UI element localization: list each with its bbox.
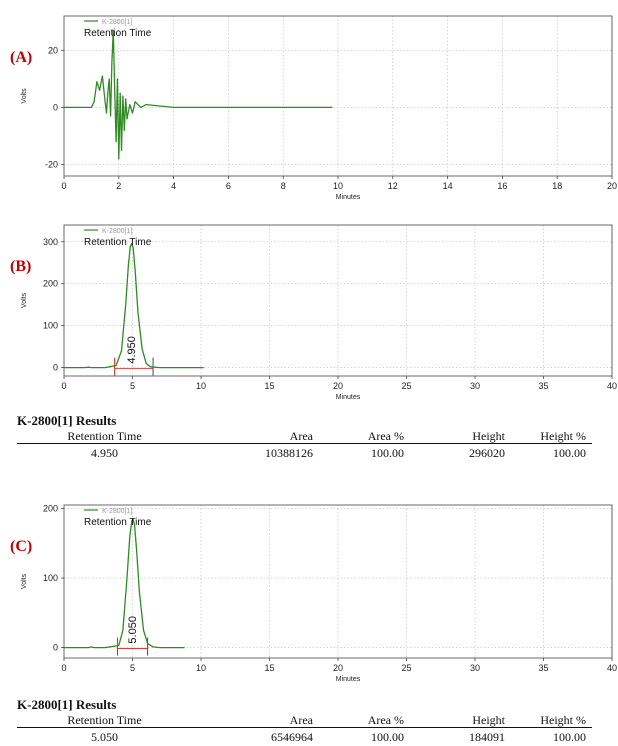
chromatogram-c: 0 5 10 15 20 25 30 35 40 0 100 200 Minutes Volts 5.050…: [10, 503, 617, 683]
x-tick-label: 16: [497, 181, 507, 191]
x-tick-label: 30: [470, 381, 480, 391]
header-area: Area: [198, 429, 319, 444]
cell-area-percent: 100.00: [371, 446, 404, 460]
header-height-percent: Height %: [511, 429, 592, 444]
chromatogram-b: 0 5 10 15 20 25 30 35 40 0 100 200 300 Minutes Volts 4.…: [10, 224, 617, 401]
x-tick-label: 25: [401, 381, 411, 391]
x-axis-label: Minutes: [336, 676, 361, 683]
legend-series-name: K-2800[1]: [102, 508, 132, 515]
x-tick-label: 25: [401, 663, 411, 673]
results-table-b: K-2800[1] Results Retention Time Area Ar…: [17, 413, 597, 460]
x-tick-label: 20: [333, 381, 343, 391]
y-tick-label: 0: [53, 363, 58, 373]
legend-title: Retention Time: [84, 517, 152, 528]
x-tick-label: 15: [264, 663, 274, 673]
cell-area-percent: 100.00: [371, 730, 404, 744]
legend-title: Retention Time: [84, 237, 152, 248]
y-tick-label: 200: [43, 503, 58, 513]
results-title-c: K-2800[1] Results: [17, 697, 117, 712]
y-tick-label: 200: [43, 279, 58, 289]
peak-label: 5.050: [127, 616, 139, 644]
x-tick-label: 35: [538, 381, 548, 391]
table-row: 4.950 10388126 100.00 296020 100.00: [17, 444, 592, 461]
y-tick-label: 100: [43, 573, 58, 583]
y-tick-label: 0: [53, 102, 58, 112]
results-header-row-b: Retention Time Area Area % Height Height…: [17, 429, 592, 444]
x-tick-label: 0: [61, 663, 66, 673]
cell-area: 10388126: [265, 446, 313, 460]
x-tick-label: 6: [226, 181, 231, 191]
x-tick-label: 0: [61, 181, 66, 191]
x-tick-label: 18: [552, 181, 562, 191]
table-row: 5.050 6546964 100.00 184091 100.00: [17, 728, 592, 745]
header-retention-time: Retention Time: [17, 713, 198, 728]
x-tick-label: 10: [196, 663, 206, 673]
x-axis-label: Minutes: [336, 394, 361, 401]
x-tick-label: 10: [333, 181, 343, 191]
panel-label: (C): [10, 538, 32, 555]
x-tick-label: 8: [281, 181, 286, 191]
cell-retention-time: 4.950: [91, 446, 118, 460]
header-area: Area: [198, 713, 319, 728]
x-tick-label: 2: [116, 181, 121, 191]
results-table-c: K-2800[1] Results Retention Time Area Ar…: [17, 697, 597, 744]
x-axis-label: Minutes: [336, 194, 361, 201]
header-area-percent: Area %: [319, 713, 410, 728]
cell-area: 6546964: [271, 730, 313, 744]
y-tick-label: -20: [45, 160, 58, 170]
y-tick-label: 100: [43, 321, 58, 331]
series-line: [64, 29, 333, 160]
results-title-b: K-2800[1] Results: [17, 413, 117, 428]
x-tick-label: 20: [607, 181, 617, 191]
x-tick-label: 14: [443, 181, 453, 191]
x-tick-label: 35: [538, 663, 548, 673]
y-axis-label: Volts: [21, 88, 28, 104]
legend-series-name: K-2800[1]: [102, 19, 132, 26]
header-height: Height: [410, 713, 511, 728]
header-area-percent: Area %: [319, 429, 410, 444]
x-tick-label: 10: [196, 381, 206, 391]
panel-label: (A): [10, 49, 32, 66]
series-line: [64, 242, 204, 369]
legend-title: Retention Time: [84, 28, 152, 39]
x-tick-label: 15: [264, 381, 274, 391]
results-grid-c: Retention Time Area Area % Height Height…: [17, 713, 592, 744]
header-height-percent: Height %: [511, 713, 592, 728]
y-tick-label: 300: [43, 237, 58, 247]
header-retention-time: Retention Time: [17, 429, 198, 444]
x-tick-label: 0: [61, 381, 66, 391]
plot-frame: [63, 15, 613, 177]
panel-label: (B): [10, 258, 31, 275]
x-tick-label: 40: [607, 381, 617, 391]
series-line: [64, 518, 185, 649]
x-tick-label: 5: [130, 381, 135, 391]
results-header-row-c: Retention Time Area Area % Height Height…: [17, 713, 592, 728]
cell-height: 184091: [469, 730, 505, 744]
header-height: Height: [410, 429, 511, 444]
chromatogram-a: 0 2 4 6 8 10 12 14 16 18 20 -20 0 20 Minutes Volts K-280…: [10, 15, 617, 201]
x-tick-label: 4: [171, 181, 176, 191]
results-grid-b: Retention Time Area Area % Height Height…: [17, 429, 592, 460]
y-tick-label: 20: [48, 45, 58, 55]
x-tick-label: 30: [470, 663, 480, 673]
cell-height-percent: 100.00: [553, 446, 586, 460]
x-tick-label: 12: [388, 181, 398, 191]
x-tick-label: 20: [333, 663, 343, 673]
cell-retention-time: 5.050: [91, 730, 118, 744]
y-tick-label: 0: [53, 643, 58, 653]
cell-height-percent: 100.00: [553, 730, 586, 744]
cell-height: 296020: [469, 446, 505, 460]
legend-series-name: K-2800[1]: [102, 228, 132, 235]
y-axis-label: Volts: [21, 292, 28, 308]
x-tick-label: 40: [607, 663, 617, 673]
peak-label: 4.950: [126, 336, 138, 364]
x-tick-label: 5: [130, 663, 135, 673]
y-axis-label: Volts: [21, 573, 28, 589]
